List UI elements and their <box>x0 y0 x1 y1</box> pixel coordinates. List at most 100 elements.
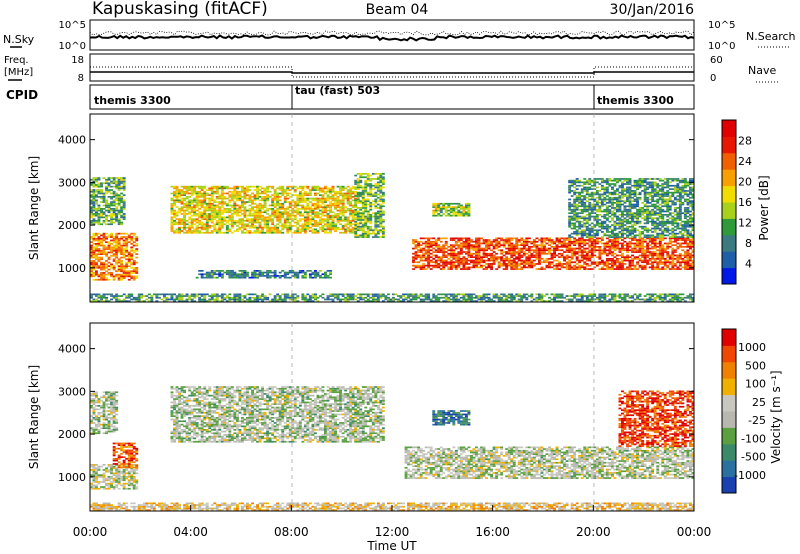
echo-cell <box>319 213 322 215</box>
echo-cell <box>381 234 385 237</box>
echo-cell <box>276 187 280 190</box>
echo-cell <box>90 182 93 185</box>
echo-cell <box>117 278 121 281</box>
echo-cell <box>268 196 272 198</box>
echo-cell <box>593 263 597 265</box>
echo-cell <box>112 190 116 193</box>
echo-cell <box>301 197 305 200</box>
echo-cell <box>220 209 224 212</box>
echo-cell <box>419 266 423 269</box>
echo-cell <box>183 226 186 229</box>
echo-cell <box>218 223 222 226</box>
echo-cell <box>616 207 619 209</box>
echo-cell <box>512 264 516 267</box>
echo-cell <box>366 191 370 194</box>
echo-cell <box>364 207 368 209</box>
echo-cell <box>623 232 627 235</box>
echo-cell <box>276 201 280 203</box>
echo-cell <box>661 256 665 258</box>
echo-cell <box>364 203 368 206</box>
echo-cell <box>417 242 421 245</box>
echo-cell <box>321 189 325 191</box>
echo-cell <box>220 185 224 188</box>
echo-cell <box>188 228 192 231</box>
echo-cell <box>117 211 121 214</box>
echo-cell <box>442 213 446 215</box>
echo-cell <box>427 252 431 255</box>
echo-cell <box>686 261 690 264</box>
echo-cell <box>646 188 650 190</box>
echo-cell <box>661 251 665 253</box>
echo-cell <box>638 237 642 240</box>
echo-cell <box>90 261 93 264</box>
echo-cell <box>361 234 365 237</box>
echo-cell <box>339 231 342 234</box>
echo-cell <box>573 214 577 216</box>
echo-cell <box>253 213 257 215</box>
echo-cell <box>120 261 124 264</box>
echo-cell <box>215 189 219 191</box>
echo-cell <box>349 190 353 193</box>
echo-cell <box>102 253 106 255</box>
echo-cell <box>605 208 609 211</box>
noise-sky-trace <box>89 34 695 42</box>
echo-cell <box>293 202 297 205</box>
echo-cell <box>379 214 383 216</box>
echo-cell <box>462 263 466 265</box>
echo-cell <box>261 206 264 208</box>
echo-cell <box>316 185 320 188</box>
echo-cell <box>228 216 232 219</box>
echo-cell <box>626 191 629 194</box>
echo-cell <box>429 246 433 248</box>
echo-cell <box>326 276 330 279</box>
echo-cell <box>676 261 680 264</box>
echo-cell <box>683 259 687 262</box>
echo-cell <box>497 240 501 243</box>
echo-cell <box>215 197 219 200</box>
echo-cell <box>273 228 277 231</box>
echo-cell <box>120 214 124 217</box>
echo-cell <box>598 224 602 226</box>
echo-cell <box>185 204 189 207</box>
echo-cell <box>251 209 254 212</box>
echo-cell <box>412 261 415 264</box>
echo-cell <box>127 256 131 259</box>
echo-cell <box>102 246 106 249</box>
echo-cell <box>490 256 493 258</box>
echo-cell <box>225 228 229 231</box>
echo-cell <box>130 248 134 250</box>
echo-cell <box>122 184 126 186</box>
echo-cell <box>125 236 129 238</box>
echo-cell <box>112 221 116 224</box>
echo-cell <box>361 193 365 196</box>
echo-cell <box>605 249 609 252</box>
echo-cell <box>495 259 499 262</box>
echo-cell <box>100 213 103 215</box>
echo-cell <box>223 201 227 203</box>
echo-cell <box>480 261 483 264</box>
echo-cell <box>100 263 103 266</box>
echo-cell <box>527 256 531 258</box>
echo-cell <box>631 236 634 238</box>
echo-cell <box>354 236 358 238</box>
echo-cell <box>689 258 692 260</box>
echo-cell <box>686 251 690 253</box>
echo-cell <box>595 205 599 208</box>
echo-cell <box>188 208 192 210</box>
echo-cell <box>130 258 134 261</box>
echo-cell <box>110 182 113 185</box>
echo-cell <box>278 187 282 190</box>
echo-cell <box>646 263 650 265</box>
echo-cell <box>593 240 597 243</box>
echo-cell <box>439 209 443 212</box>
echo-cell <box>603 200 607 202</box>
echo-cell <box>349 202 353 205</box>
echo-cell <box>545 264 549 267</box>
echo-cell <box>173 209 176 212</box>
echo-cell <box>210 218 214 220</box>
echo-cell <box>568 266 572 269</box>
echo-cell <box>538 251 541 253</box>
echo-cell <box>120 275 124 278</box>
echo-cell <box>583 178 587 180</box>
echo-cell <box>263 192 267 195</box>
